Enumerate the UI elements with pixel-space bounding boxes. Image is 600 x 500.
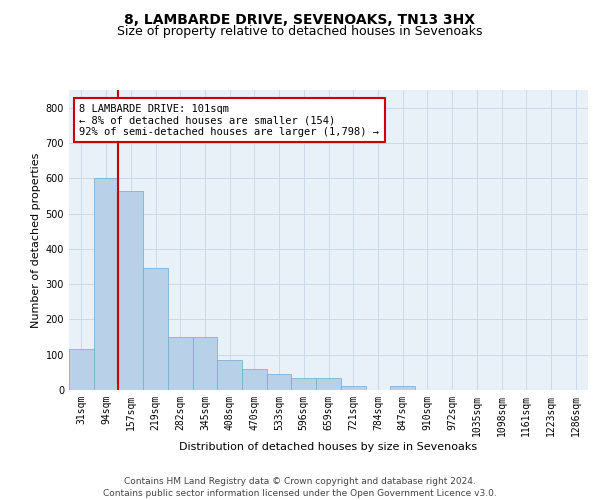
- Bar: [118, 190, 143, 390]
- Bar: [94, 178, 118, 390]
- Bar: [193, 337, 217, 390]
- Bar: [168, 337, 193, 390]
- X-axis label: Distribution of detached houses by size in Sevenoaks: Distribution of detached houses by size …: [179, 442, 478, 452]
- Bar: [69, 350, 94, 390]
- Bar: [292, 378, 316, 390]
- Bar: [316, 378, 341, 390]
- Y-axis label: Number of detached properties: Number of detached properties: [31, 152, 41, 328]
- Bar: [390, 386, 415, 390]
- Text: 8 LAMBARDE DRIVE: 101sqm
← 8% of detached houses are smaller (154)
92% of semi-d: 8 LAMBARDE DRIVE: 101sqm ← 8% of detache…: [79, 104, 379, 136]
- Bar: [217, 360, 242, 390]
- Text: 8, LAMBARDE DRIVE, SEVENOAKS, TN13 3HX: 8, LAMBARDE DRIVE, SEVENOAKS, TN13 3HX: [125, 12, 476, 26]
- Bar: [267, 374, 292, 390]
- Bar: [242, 369, 267, 390]
- Text: Size of property relative to detached houses in Sevenoaks: Size of property relative to detached ho…: [117, 25, 483, 38]
- Bar: [143, 268, 168, 390]
- Bar: [341, 386, 365, 390]
- Text: Contains HM Land Registry data © Crown copyright and database right 2024.
Contai: Contains HM Land Registry data © Crown c…: [103, 476, 497, 498]
